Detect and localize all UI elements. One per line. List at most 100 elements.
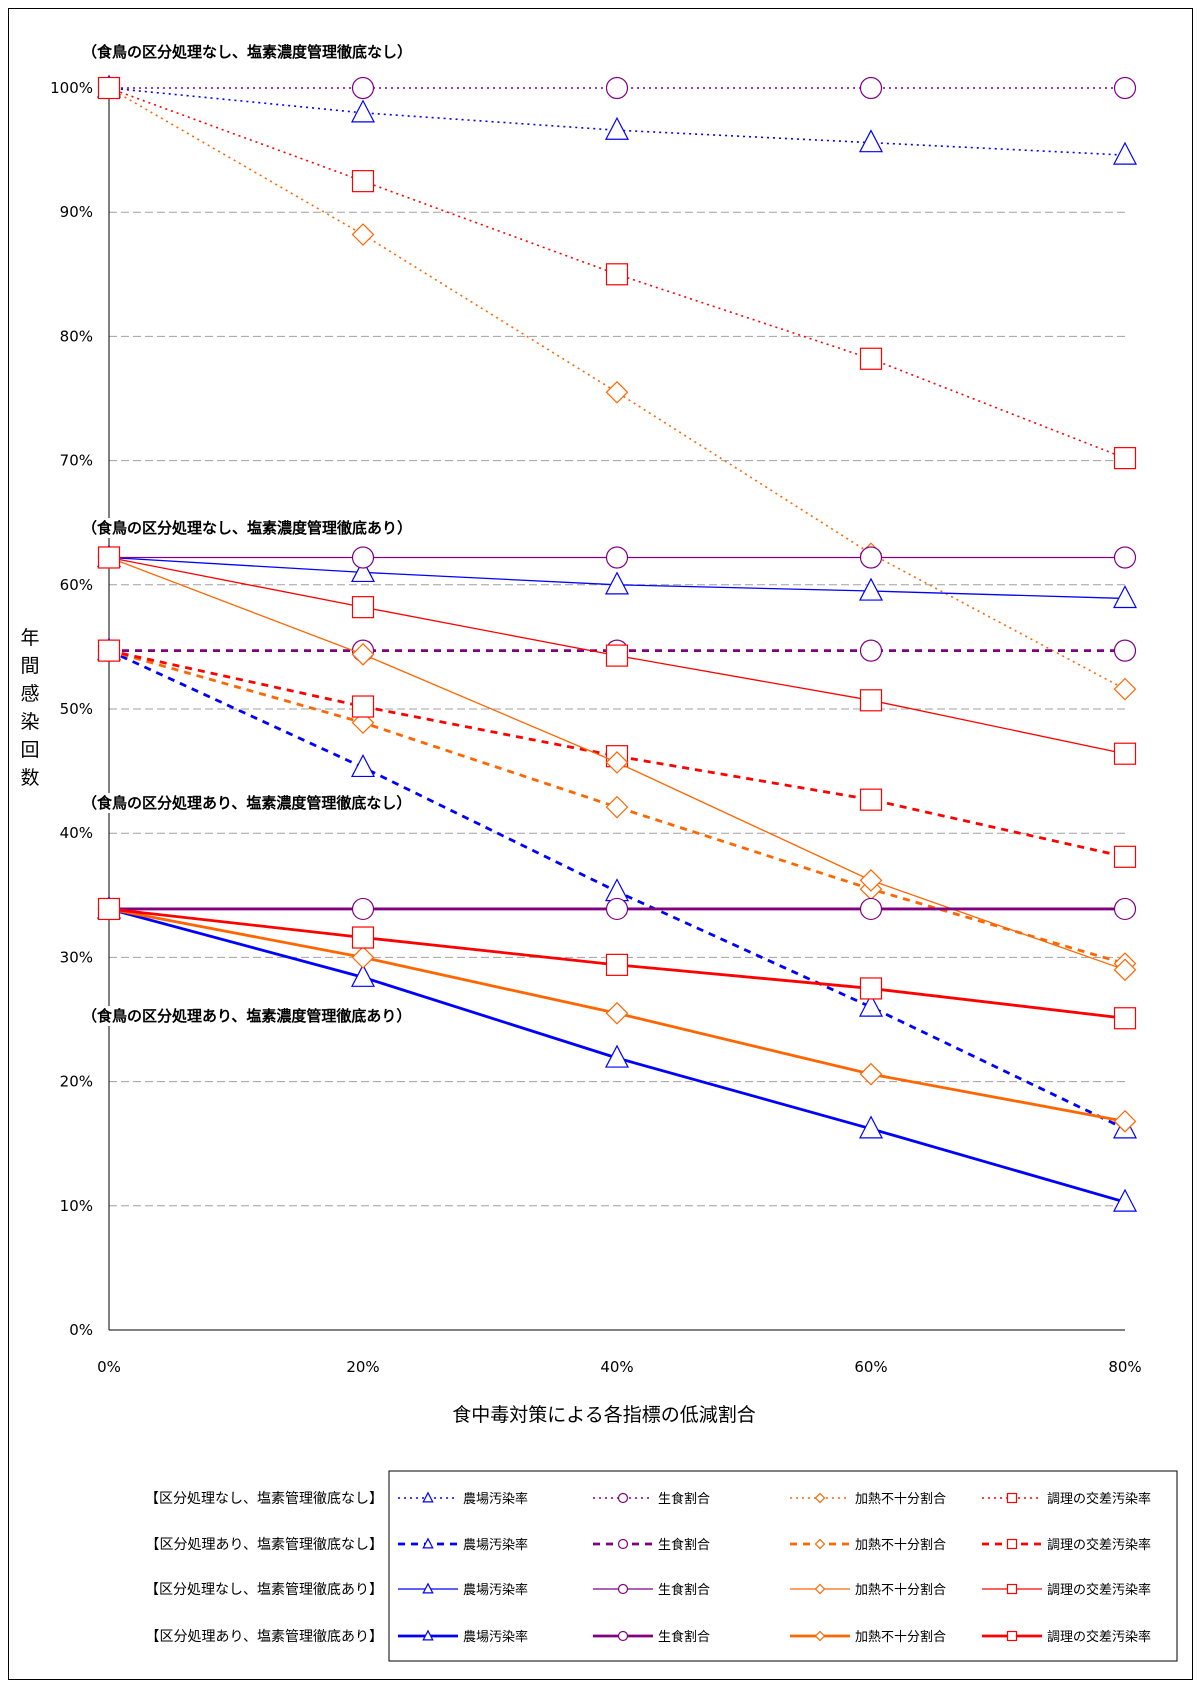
data-point [859,897,883,921]
data-point [605,751,629,774]
series-0-1 [97,76,1137,100]
scenario-annotation: （食鳥の区分処理なし、塩素濃度管理徹底なし） [82,43,412,61]
data-point [604,1044,630,1068]
legend-marker [1006,1630,1018,1642]
legend-label: 調理の交差汚染率 [1047,1582,1151,1598]
legend-row-label: 【区分処理あり、塩素管理徹底なし】 [146,1537,383,1553]
data-point [1112,141,1138,165]
data-point [351,170,375,193]
legend-label: 加熱不十分割合 [855,1537,946,1553]
legend-entry: 農場汚染率 [398,1537,528,1553]
legend-row-label: 【区分処理なし、塩素管理徹底なし】 [145,1491,383,1507]
legend-marker [814,1630,826,1642]
annotation-background [80,793,414,813]
data-point [1113,897,1137,921]
data-point [1113,546,1137,569]
legend-entry: 調理の交差汚染率 [982,1582,1151,1598]
data-point [351,76,375,100]
chart-frame [8,8,1193,1680]
data-point [605,380,629,404]
legend-box [388,1470,1178,1662]
y-tick-label: 50% [60,700,93,718]
data-point [351,926,375,949]
data-point [351,643,375,666]
data-point [97,897,121,921]
series-3-1 [97,897,1137,921]
y-axis-title-char: 染 [20,711,39,733]
scenario-annotations: （食鳥の区分処理なし、塩素濃度管理徹底なし） （食鳥の区分処理なし、塩素濃度管理徹… [80,42,415,1026]
y-axis-title-char: 数 [20,767,39,789]
y-tick-label: 0% [69,1321,93,1339]
data-point [859,869,883,892]
series-3-3 [97,897,1137,1030]
legend-label: 調理の交差汚染率 [1047,1629,1151,1645]
legend-marker [814,1492,826,1504]
data-point [858,129,884,153]
y-tick-label: 30% [60,948,93,966]
legend-marker [617,1583,629,1595]
y-axis-title-char: 感 [20,683,39,705]
x-axis-title: 食中毒対策による各指標の低減割合 [452,1404,755,1426]
y-axis-title-char: 間 [20,655,39,677]
legend-marker [422,1582,434,1594]
data-point [859,76,883,100]
data-point [605,897,629,921]
legend-label: 加熱不十分割合 [855,1491,946,1507]
y-axis-title: 年間感染回数 [20,627,39,789]
legend-marker [1006,1538,1018,1550]
legend-row-label: 【区分処理なし、塩素管理徹底あり】 [145,1582,383,1598]
legend-label: 加熱不十分割合 [855,1582,946,1598]
legend-entry: 生食割合 [593,1537,710,1553]
legend-marker [814,1583,826,1595]
y-tick-labels: 0% 10% 20% 30% 40% 50% 60% 70% 80% 90% 100% [50,79,93,1339]
data-point [858,993,884,1017]
data-point [351,946,375,969]
legend-marker [422,1537,434,1549]
y-axis-title-char: 年 [20,627,39,649]
x-tick-label: 60% [854,1358,887,1376]
data-point [604,878,630,902]
series-2-3 [97,546,1137,765]
data-point [859,639,883,662]
legend-marker [617,1538,629,1550]
y-tick-label: 90% [60,203,93,221]
x-tick-labels: 0% 20% 40% 60% 80% [97,1358,1142,1376]
legend-marker [422,1629,434,1641]
legend-entry: 加熱不十分割合 [790,1491,946,1507]
data-point [1113,677,1137,701]
data-point [350,963,376,987]
data-point [1112,1188,1138,1212]
legend-label: 農場汚染率 [463,1491,528,1507]
series-3-0 [96,895,1138,1212]
data-point [604,116,630,140]
data-point [605,263,629,286]
legend-entry: 生食割合 [593,1491,710,1507]
legend-label: 調理の交差汚染率 [1047,1537,1151,1553]
legend-row-label: 【区分処理あり、塩素管理徹底あり】 [146,1629,383,1645]
data-point [859,347,883,370]
data-point [859,1062,883,1086]
annotation-background [80,518,415,538]
data-point [1113,845,1137,868]
legend-label: 生食割合 [658,1629,710,1645]
legend-label: 調理の交差汚染率 [1047,1491,1151,1507]
x-tick-label: 40% [600,1358,633,1376]
data-point [859,689,883,712]
data-point [859,788,883,811]
data-point [859,977,883,1000]
data-point [1113,1109,1137,1133]
legend-entry: 調理の交差汚染率 [982,1491,1151,1507]
data-point [351,546,375,569]
legend-entry: 加熱不十分割合 [790,1629,946,1645]
x-tick-label: 0% [97,1358,121,1376]
data-point [605,1001,629,1025]
legend-marker [814,1538,826,1550]
y-tick-label: 40% [60,824,93,842]
y-tick-label: 10% [60,1197,93,1215]
data-point [351,897,375,921]
data-point [605,546,629,569]
data-point [350,99,376,123]
y-tick-label: 20% [60,1073,93,1091]
data-point [1113,447,1137,470]
data-point [351,223,375,246]
